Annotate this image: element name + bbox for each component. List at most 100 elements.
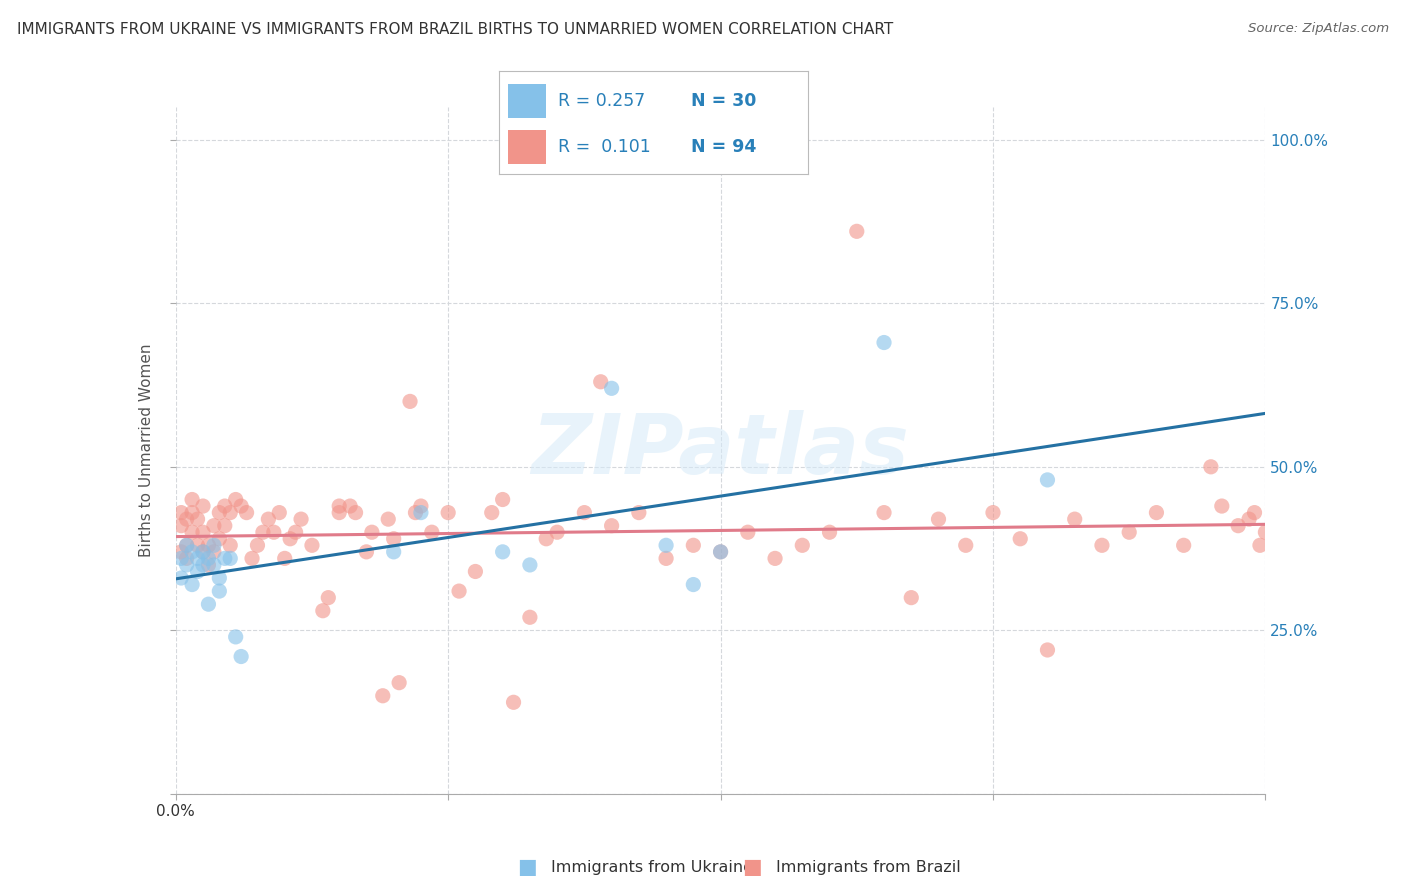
Point <box>181 577 204 591</box>
Point <box>737 525 759 540</box>
Point <box>170 518 193 533</box>
FancyBboxPatch shape <box>509 84 546 118</box>
Point <box>1036 643 1059 657</box>
Point <box>409 499 432 513</box>
Point <box>682 538 704 552</box>
Point <box>1144 506 1167 520</box>
Point <box>235 506 257 520</box>
Point <box>1237 512 1260 526</box>
Point <box>186 538 209 552</box>
Point <box>627 506 650 520</box>
Point <box>197 538 219 552</box>
Point <box>202 538 225 552</box>
Point <box>257 512 280 526</box>
Point <box>214 499 236 513</box>
Point <box>246 538 269 552</box>
Point <box>191 558 214 572</box>
Point <box>219 506 242 520</box>
Point <box>176 538 198 552</box>
Point <box>197 551 219 566</box>
Point <box>186 512 209 526</box>
Point <box>202 545 225 559</box>
Point <box>382 532 405 546</box>
Point <box>502 695 524 709</box>
Point <box>176 551 198 566</box>
Point <box>763 551 786 566</box>
Point <box>682 577 704 591</box>
Point <box>176 538 198 552</box>
Point <box>186 565 209 579</box>
Point <box>447 584 470 599</box>
Point <box>1211 499 1233 513</box>
Point <box>1254 525 1277 540</box>
Point <box>170 506 193 520</box>
Point <box>464 565 486 579</box>
Point <box>519 558 541 572</box>
Point <box>492 492 515 507</box>
Point <box>202 518 225 533</box>
Point <box>202 558 225 572</box>
Point <box>278 532 301 546</box>
FancyBboxPatch shape <box>509 130 546 163</box>
Point <box>710 545 733 559</box>
Point <box>1199 459 1222 474</box>
Point <box>1249 538 1271 552</box>
Point <box>176 558 198 572</box>
Point <box>181 525 204 540</box>
Point <box>360 525 382 540</box>
Point <box>339 499 361 513</box>
Text: R =  0.101: R = 0.101 <box>558 137 651 156</box>
Point <box>1227 518 1250 533</box>
Point <box>589 375 612 389</box>
Point <box>655 538 678 552</box>
Point <box>284 525 307 540</box>
Point <box>191 545 214 559</box>
Point <box>519 610 541 624</box>
Point <box>269 506 291 520</box>
Point <box>181 492 204 507</box>
Point <box>197 597 219 611</box>
Point <box>792 538 814 552</box>
Point <box>382 545 405 559</box>
Text: Immigrants from Ukraine: Immigrants from Ukraine <box>551 860 754 874</box>
Point <box>405 506 427 520</box>
Point <box>170 551 193 566</box>
Point <box>274 551 297 566</box>
Text: ■: ■ <box>517 857 537 877</box>
Point <box>928 512 950 526</box>
Point <box>1091 538 1114 552</box>
Y-axis label: Births to Unmarried Women: Births to Unmarried Women <box>139 343 155 558</box>
Point <box>181 545 204 559</box>
Text: ■: ■ <box>742 857 762 877</box>
Point <box>191 499 214 513</box>
Text: Immigrants from Brazil: Immigrants from Brazil <box>776 860 960 874</box>
Point <box>481 506 503 520</box>
Point <box>710 545 733 559</box>
Point <box>344 506 367 520</box>
Point <box>176 512 198 526</box>
Point <box>845 224 868 238</box>
Point <box>574 506 596 520</box>
Point <box>546 525 568 540</box>
Point <box>492 545 515 559</box>
Point <box>534 532 557 546</box>
Point <box>225 492 247 507</box>
Point <box>208 506 231 520</box>
Point <box>356 545 378 559</box>
Point <box>1243 506 1265 520</box>
Point <box>600 518 623 533</box>
Point <box>420 525 443 540</box>
Point <box>170 545 193 559</box>
Point <box>181 506 204 520</box>
Point <box>388 675 411 690</box>
Point <box>600 381 623 395</box>
Point <box>900 591 922 605</box>
Point <box>225 630 247 644</box>
Point <box>197 558 219 572</box>
Point <box>873 335 896 350</box>
Point <box>873 506 896 520</box>
Text: ZIPatlas: ZIPatlas <box>531 410 910 491</box>
Point <box>399 394 422 409</box>
Text: Source: ZipAtlas.com: Source: ZipAtlas.com <box>1249 22 1389 36</box>
Point <box>312 604 335 618</box>
